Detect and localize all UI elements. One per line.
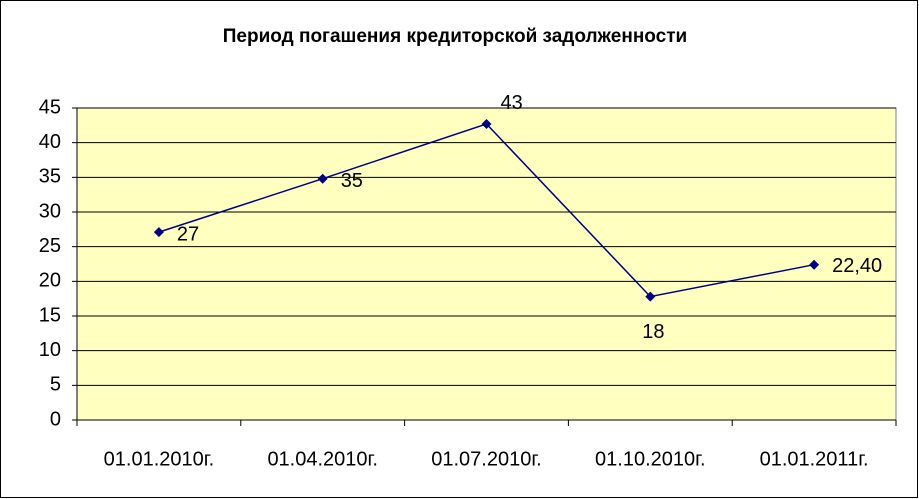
y-tick-label: 20 — [39, 270, 61, 292]
data-label: 27 — [177, 223, 199, 245]
y-tick-label: 25 — [39, 235, 61, 257]
y-tick-label: 15 — [39, 304, 61, 326]
chart-title: Период погашения кредиторской задолженно… — [223, 26, 687, 47]
y-tick-label: 40 — [39, 131, 61, 153]
x-tick-label: 01.01.2011г. — [760, 448, 869, 470]
x-tick-label: 01.07.2010г. — [431, 448, 542, 470]
y-tick-label: 45 — [39, 96, 61, 118]
data-label: 18 — [642, 321, 664, 343]
marker — [317, 173, 328, 184]
marker — [809, 259, 820, 270]
x-tick-label: 01.01.2010г. — [104, 448, 215, 470]
data-label: 35 — [341, 170, 363, 192]
y-tick-label: 0 — [50, 408, 61, 430]
plot-area — [76, 107, 897, 421]
y-tick-label: 5 — [50, 374, 61, 396]
marker — [481, 118, 492, 129]
x-tick-label: 01.04.2010г. — [267, 448, 378, 470]
y-tick-label: 35 — [39, 166, 61, 188]
y-tick-label: 30 — [39, 200, 61, 222]
marker — [645, 291, 656, 302]
x-tick-label: 01.10.2010г. — [595, 448, 706, 470]
data-label: 22,40 — [832, 255, 882, 277]
data-label: 43 — [501, 92, 523, 114]
marker — [153, 227, 164, 238]
y-tick-label: 10 — [39, 339, 61, 361]
